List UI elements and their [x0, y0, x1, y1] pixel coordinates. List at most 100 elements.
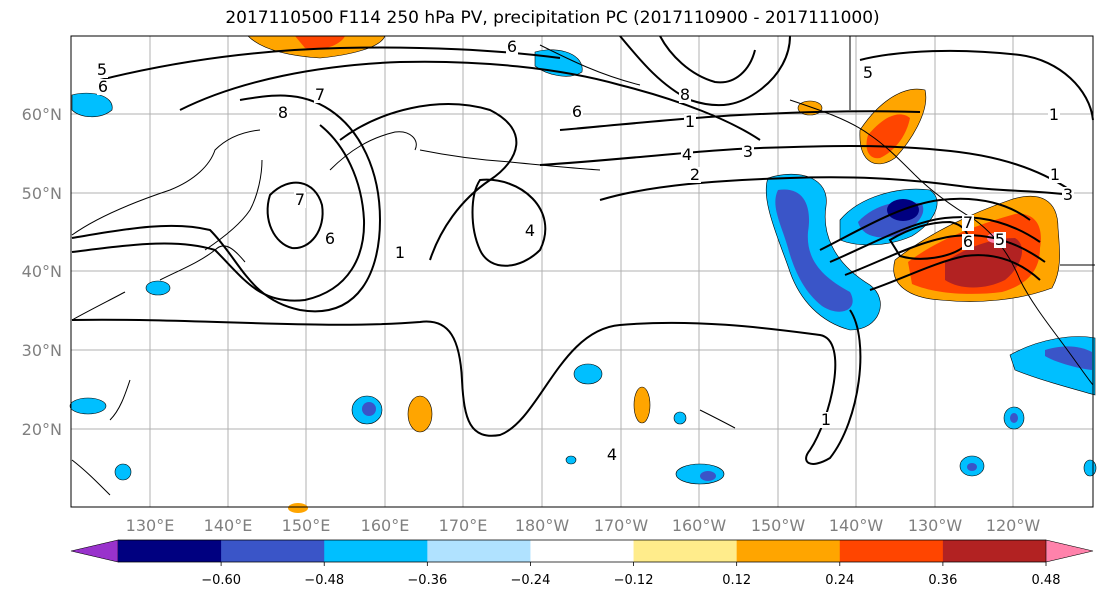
colorbar-swatch — [942, 540, 1047, 562]
colorbar-swatch — [221, 540, 325, 562]
latitude-labels: 60°N 50°N 40°N 30°N 20°N — [22, 105, 62, 439]
precip-blob-sub-pos-4 — [288, 503, 308, 513]
contour-label: 6 — [98, 77, 108, 96]
coastlines — [71, 36, 1095, 496]
contour-label-bg — [820, 412, 832, 428]
contour-label-bg — [994, 232, 1006, 248]
precip-blob-top-center-red — [295, 36, 345, 50]
contour-label: 3 — [743, 142, 753, 161]
colorbar-swatch — [839, 540, 944, 562]
colorbar-tick-label: 0.12 — [722, 573, 751, 588]
colorbar-swatch — [736, 540, 841, 562]
precip-blob-japan — [145, 280, 171, 296]
precip-blob-sub-9 — [1083, 459, 1097, 477]
contour-label-bg — [1049, 167, 1061, 183]
contour-label: 6 — [963, 232, 973, 251]
contour-label: 2 — [690, 165, 700, 184]
contour-label: 4 — [525, 221, 535, 240]
contour-label: 8 — [680, 85, 690, 104]
lat-label: 40°N — [22, 262, 62, 281]
precip-blob-sub-pos-2 — [633, 386, 651, 424]
lon-label: 130°E — [126, 516, 175, 535]
contour-label: 1 — [685, 112, 695, 131]
contour-label-bg — [324, 231, 336, 247]
contour-label: 7 — [963, 213, 973, 232]
precip-blob-sub-10 — [565, 455, 577, 465]
pv-contour-3 — [539, 145, 1071, 191]
pv-contours — [71, 35, 1094, 465]
colorbar-extend-low — [70, 539, 119, 563]
contour-label: 5 — [97, 60, 107, 79]
precip-blob-sub-1-core — [362, 402, 376, 416]
pv-jet-ca-2 — [829, 216, 1041, 263]
contour-label-bg — [96, 62, 108, 78]
pv-trough-west-2 — [71, 124, 366, 302]
contour-label-bg — [684, 114, 696, 130]
coast-north-america — [914, 174, 1094, 386]
longitude-labels: 130°E 140°E 150°E 160°E 170°E 180°W 170°W 160°W… — [126, 516, 1041, 535]
precip-blob-sub-7 — [69, 397, 107, 415]
coast-hawaii — [699, 409, 736, 429]
border-canada — [849, 36, 1095, 266]
contour-label: 1 — [1050, 165, 1060, 184]
contour-label-bg — [394, 245, 406, 261]
contour-label-bg — [862, 65, 874, 81]
precip-blob-sub-pos-1 — [407, 395, 433, 433]
lat-label: 50°N — [22, 184, 62, 203]
lat-label: 20°N — [22, 420, 62, 439]
colorbar-tick-label: −0.60 — [201, 573, 241, 588]
precip-blob-far-west — [71, 92, 113, 118]
contour-label-bg — [962, 215, 974, 231]
pv-trough-central — [339, 103, 518, 261]
colorbar-extend-high — [1045, 539, 1094, 563]
lon-label: 160°W — [672, 516, 727, 535]
precip-blob-sub-4-core — [967, 463, 977, 471]
pv-jet-ca-3 — [844, 234, 1046, 276]
pv-north-ak-2 — [659, 35, 756, 84]
lon-label: 180°W — [515, 516, 570, 535]
coast-kamchatka — [329, 131, 417, 171]
coast-alaska — [539, 44, 916, 176]
contour-label: 5 — [863, 63, 873, 82]
colorbar-tick-label: −0.36 — [407, 573, 447, 588]
colorbar-tick-label: 0.36 — [928, 573, 957, 588]
colorbar-swatch — [633, 540, 738, 562]
contour-label: 6 — [507, 37, 517, 56]
precip-blob-california-dark — [945, 238, 1023, 288]
contour-label: 6 — [325, 229, 335, 248]
map-frame — [70, 35, 1094, 508]
precip-blob-sub-3 — [675, 463, 725, 485]
contour-label-bg — [277, 105, 289, 121]
colorbar-tick-labels: −0.60 −0.48 −0.36 −0.24 −0.12 0.12 0.24 0.36 0.4… — [201, 562, 1061, 588]
contour-label: 4 — [607, 445, 617, 464]
contour-label-bg — [314, 87, 326, 103]
pv-north-ak — [619, 35, 791, 107]
lon-label: 140°W — [829, 516, 884, 535]
pv-jet-ca-4 — [869, 254, 1041, 291]
pv-ridge-north-2 — [99, 46, 561, 81]
coast-japan — [204, 159, 263, 251]
colorbar-tick-label: 0.48 — [1032, 573, 1061, 588]
contour-label-bg — [1048, 107, 1060, 123]
pv-trough-west-1 — [71, 94, 382, 313]
precip-blob-sub-5-core — [1010, 413, 1018, 423]
contour-label: 3 — [1063, 185, 1073, 204]
contour-label-bg — [689, 167, 701, 183]
contour-label: 8 — [278, 103, 288, 122]
contour-label: 4 — [682, 145, 692, 164]
precip-negative-fill — [69, 49, 1097, 485]
precip-blob-ne-pacific-west-core — [775, 189, 853, 312]
contour-label-bg — [97, 79, 109, 95]
lat-label: 30°N — [22, 341, 62, 360]
pv-contour-1-south — [71, 309, 862, 465]
colorbar-swatch — [324, 540, 428, 562]
contour-label-bg — [679, 87, 691, 103]
contour-label-bg — [1062, 187, 1074, 203]
map-title: 2017110500 F114 250 hPa PV, precipitatio… — [225, 8, 880, 28]
colorbar-swatch — [530, 540, 635, 562]
contour-label: 7 — [315, 85, 325, 104]
contour-label-bg — [524, 223, 536, 239]
contour-label-bg — [742, 144, 754, 160]
lat-label: 60°N — [22, 105, 62, 124]
